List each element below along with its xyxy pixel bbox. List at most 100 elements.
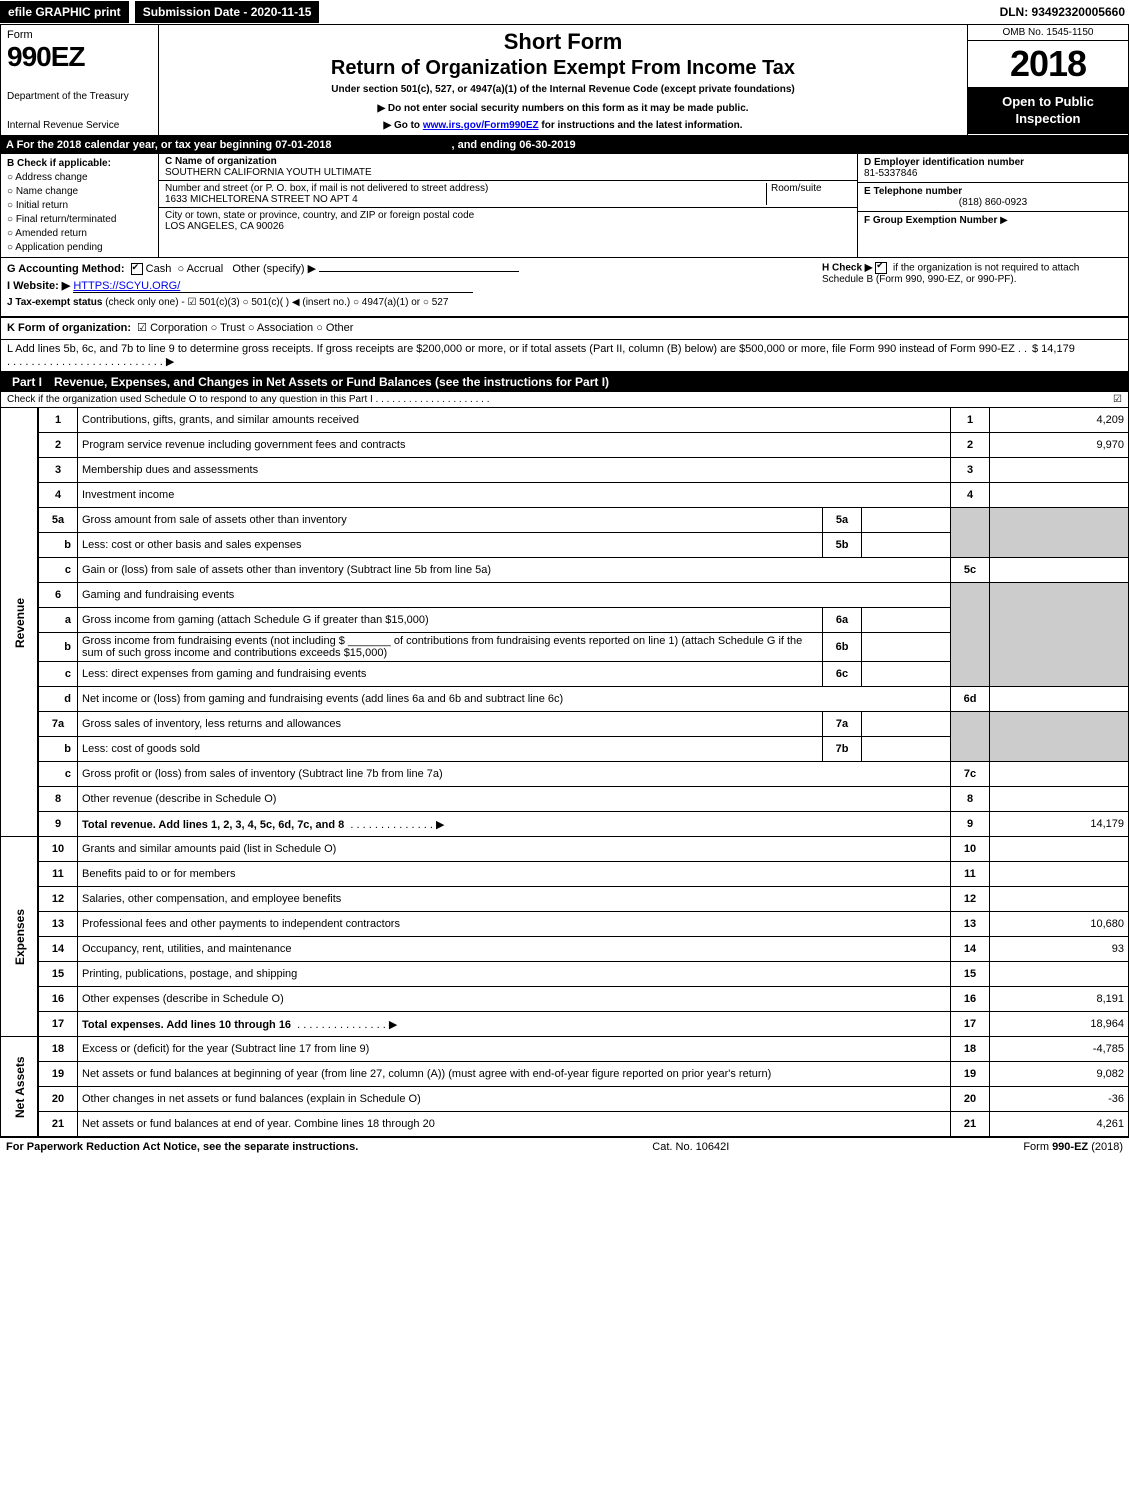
- opt-name-change[interactable]: Name change: [7, 186, 152, 197]
- line-7b-desc: Less: cost of goods sold: [78, 737, 823, 762]
- line-6a-num: a: [38, 608, 78, 633]
- line-18-num: 18: [38, 1037, 78, 1062]
- line-4-num: 4: [38, 483, 78, 508]
- line-9-amt: 14,179: [990, 812, 1129, 837]
- opt-application-pending[interactable]: Application pending: [7, 242, 152, 253]
- line-7b-num: b: [38, 737, 78, 762]
- line-2-r: 2: [951, 433, 990, 458]
- line-6c-desc: Less: direct expenses from gaming and fu…: [78, 662, 823, 687]
- footer: For Paperwork Reduction Act Notice, see …: [0, 1137, 1129, 1156]
- line-1-num: 1: [38, 408, 78, 433]
- header-left: Form 990EZ Department of the Treasury In…: [1, 25, 159, 135]
- line-12-r: 12: [951, 887, 990, 912]
- line-10-amt: [990, 837, 1129, 862]
- line-15-desc: Printing, publications, postage, and shi…: [78, 962, 951, 987]
- revenue-side-label: Revenue: [1, 408, 39, 837]
- opt-initial-return[interactable]: Initial return: [7, 200, 152, 211]
- line-18-r: 18: [951, 1037, 990, 1062]
- line-5b-desc: Less: cost or other basis and sales expe…: [78, 533, 823, 558]
- line-5a-num: 5a: [38, 508, 78, 533]
- line-21-amt: 4,261: [990, 1112, 1129, 1137]
- line-7c-num: c: [38, 762, 78, 787]
- opt-amended-return[interactable]: Amended return: [7, 228, 152, 239]
- line-19-desc: Net assets or fund balances at beginning…: [78, 1062, 951, 1087]
- g-other-input[interactable]: [319, 271, 519, 272]
- line-6a-subval: [862, 608, 951, 633]
- line-6d-num: d: [38, 687, 78, 712]
- opt-address-change[interactable]: Address change: [7, 172, 152, 183]
- line-14-r: 14: [951, 937, 990, 962]
- j-line: J Tax-exempt status (check only one) - ☑…: [7, 297, 814, 308]
- line-19-num: 19: [38, 1062, 78, 1087]
- line-7b-subval: [862, 737, 951, 762]
- form-header: Form 990EZ Department of the Treasury In…: [0, 25, 1129, 136]
- form-number: 990EZ: [7, 41, 152, 73]
- line-5b-num: b: [38, 533, 78, 558]
- line-9-desc: Total revenue. Add lines 1, 2, 3, 4, 5c,…: [78, 812, 951, 837]
- h-checkbox[interactable]: [875, 262, 887, 274]
- opt-final-return[interactable]: Final return/terminated: [7, 214, 152, 225]
- c-label: C Name of organization: [165, 156, 277, 167]
- line-15-amt: [990, 962, 1129, 987]
- line-17-r: 17: [951, 1012, 990, 1037]
- part1-sub-text: Check if the organization used Schedule …: [7, 394, 489, 405]
- website-link[interactable]: HTTPS://SCYU.ORG/: [73, 280, 473, 293]
- efile-label: efile GRAPHIC print: [0, 1, 129, 23]
- cash-checkbox[interactable]: [131, 263, 143, 275]
- l-text: L Add lines 5b, 6c, and 7b to line 9 to …: [7, 343, 1032, 368]
- line-11-amt: [990, 862, 1129, 887]
- line-8-amt: [990, 787, 1129, 812]
- line-21-r: 21: [951, 1112, 990, 1137]
- line-11-r: 11: [951, 862, 990, 887]
- line-3-amt: [990, 458, 1129, 483]
- line-6b-num: b: [38, 633, 78, 662]
- line-5a-sub: 5a: [823, 508, 862, 533]
- line-7c-desc: Gross profit or (loss) from sales of inv…: [78, 762, 951, 787]
- i-line: I Website: ▶ HTTPS://SCYU.ORG/: [7, 279, 814, 293]
- irs-label: Internal Revenue Service: [7, 120, 152, 131]
- section-b: B Check if applicable: Address change Na…: [1, 154, 159, 257]
- d-label: D Employer identification number: [864, 157, 1024, 168]
- line-7a-desc: Gross sales of inventory, less returns a…: [78, 712, 823, 737]
- ghij-block: G Accounting Method: Cash ○ Accrual Othe…: [0, 258, 1129, 317]
- line-5c-desc: Gain or (loss) from sale of assets other…: [78, 558, 951, 583]
- line-6c-sub: 6c: [823, 662, 862, 687]
- line-19-r: 19: [951, 1062, 990, 1087]
- line-15-r: 15: [951, 962, 990, 987]
- irs-link[interactable]: www.irs.gov/Form990EZ: [423, 120, 539, 131]
- line-14-amt: 93: [990, 937, 1129, 962]
- subtitle: Under section 501(c), 527, or 4947(a)(1)…: [167, 84, 959, 95]
- org-name: SOUTHERN CALIFORNIA YOUTH ULTIMATE: [165, 167, 372, 178]
- tax-year: 2018: [968, 41, 1128, 88]
- line-6d-desc: Net income or (loss) from gaming and fun…: [78, 687, 951, 712]
- g-line: G Accounting Method: Cash ○ Accrual Othe…: [7, 262, 814, 275]
- line-16-num: 16: [38, 987, 78, 1012]
- e-label: E Telephone number: [864, 186, 962, 197]
- line-6b-sub: 6b: [823, 633, 862, 662]
- part1-header: Part I Revenue, Expenses, and Changes in…: [0, 372, 1129, 392]
- line-1-desc: Contributions, gifts, grants, and simila…: [78, 408, 951, 433]
- line-6c-subval: [862, 662, 951, 687]
- line-6c-num: c: [38, 662, 78, 687]
- shade-7: [951, 712, 990, 762]
- header-right: OMB No. 1545-1150 2018 Open to Public In…: [968, 25, 1128, 135]
- part1-sub-check[interactable]: ☑: [1113, 394, 1122, 405]
- city-value: LOS ANGELES, CA 90026: [165, 221, 284, 232]
- line-8-desc: Other revenue (describe in Schedule O): [78, 787, 951, 812]
- line-2-amt: 9,970: [990, 433, 1129, 458]
- line-6-desc: Gaming and fundraising events: [78, 583, 951, 608]
- submission-date: Submission Date - 2020-11-15: [135, 1, 320, 23]
- l-block: L Add lines 5b, 6c, and 7b to line 9 to …: [0, 339, 1129, 372]
- line-14-desc: Occupancy, rent, utilities, and maintena…: [78, 937, 951, 962]
- g-label: G Accounting Method:: [7, 263, 125, 275]
- line-6d-r: 6d: [951, 687, 990, 712]
- line-20-r: 20: [951, 1087, 990, 1112]
- f-label: F Group Exemption Number: [864, 215, 997, 226]
- line-5b-sub: 5b: [823, 533, 862, 558]
- dept-treasury: Department of the Treasury: [7, 91, 152, 102]
- line-13-desc: Professional fees and other payments to …: [78, 912, 951, 937]
- goto-pre: ▶ Go to: [383, 120, 422, 131]
- line-5b-subval: [862, 533, 951, 558]
- k-label: K Form of organization:: [7, 322, 131, 334]
- footer-mid: Cat. No. 10642I: [358, 1141, 1023, 1153]
